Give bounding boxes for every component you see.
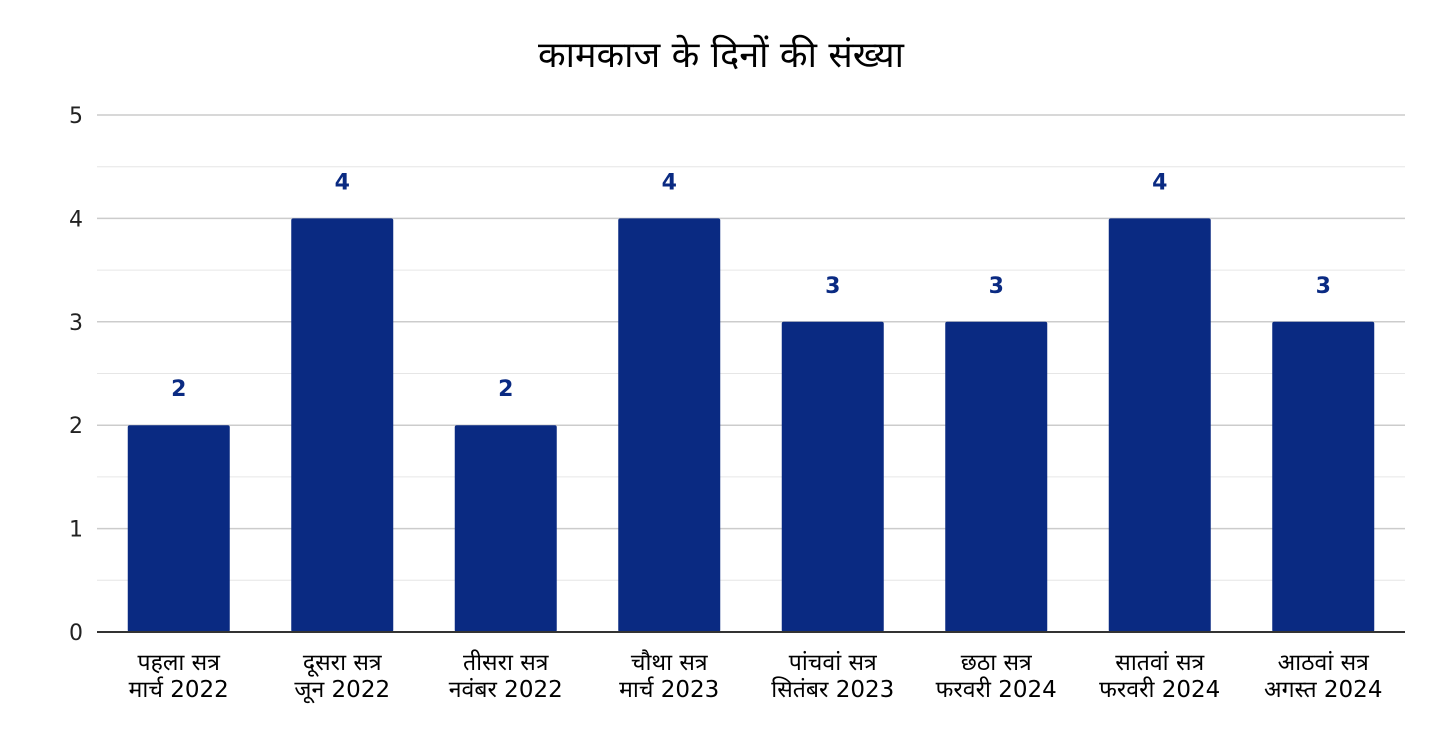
x-tick-label-line: चौथा सत्र (631, 649, 709, 676)
x-tick-label-line: सितंबर 2023 (771, 676, 894, 703)
bar (945, 321, 1048, 632)
y-tick-label: 1 (69, 518, 83, 543)
x-tick-label-line: आठवां सत्र (1278, 650, 1370, 676)
x-tick-label: सातवां सत्र फरवरी 2024 (1099, 650, 1220, 703)
bar (127, 425, 230, 632)
x-tick-label: पहला सत्र मार्च 2022 (129, 650, 229, 703)
x-tick-label-line: तीसरा सत्र (463, 649, 550, 676)
x-tick-label: छठा सत्र फरवरी 2024 (936, 650, 1057, 703)
x-tick-label-line: फरवरी 2024 (1099, 676, 1220, 703)
y-tick-label: 0 (69, 621, 83, 646)
bar (618, 218, 721, 632)
y-tick-label: 5 (69, 104, 83, 129)
x-tick-label-line: फरवरी 2024 (936, 676, 1057, 703)
bar (454, 425, 557, 632)
bar (781, 321, 884, 632)
x-tick-label-line: पांचवां सत्र (789, 650, 878, 676)
x-tick-label: दूसरा सत्र जून 2022 (294, 650, 390, 704)
data-label: 2 (171, 377, 186, 402)
x-tick-label-line: जून 2022 (294, 677, 390, 704)
data-label: 3 (989, 274, 1004, 299)
y-tick-label: 3 (69, 311, 83, 336)
data-labels: 2 4 2 4 3 3 4 3 (171, 170, 1331, 402)
x-tick-label-line: अगस्त 2024 (1264, 677, 1382, 703)
data-label: 4 (1152, 170, 1167, 195)
data-label: 3 (1316, 274, 1331, 299)
y-axis: 0 1 2 3 4 5 (69, 104, 83, 646)
x-tick-label-line: मार्च 2023 (619, 676, 719, 703)
data-label: 3 (825, 274, 840, 299)
data-label: 4 (662, 170, 677, 195)
bar (291, 218, 394, 632)
x-tick-label: तीसरा सत्र नवंबर 2022 (449, 649, 563, 703)
bar (1108, 218, 1211, 632)
y-tick-label: 4 (69, 207, 83, 232)
x-tick-label-line: दूसरा सत्र (303, 650, 383, 677)
x-tick-label-line: छठा सत्र (961, 650, 1033, 676)
data-label: 2 (498, 377, 513, 402)
x-tick-label-line: पहला सत्र (138, 650, 222, 676)
bars (127, 218, 1375, 632)
x-tick-label-line: मार्च 2022 (129, 676, 229, 703)
x-tick-label: चौथा सत्र मार्च 2023 (619, 649, 719, 703)
x-tick-label: पांचवां सत्र सितंबर 2023 (771, 650, 894, 703)
x-axis: पहला सत्र मार्च 2022 दूसरा सत्र जून 2022 तीस… (97, 631, 1405, 704)
x-tick-label: आठवां सत्र अगस्त 2024 (1264, 650, 1382, 703)
data-label: 4 (335, 170, 350, 195)
x-tick-label-line: सातवां सत्र (1115, 650, 1205, 676)
chart-title: कामकाज के दिनों की संख्या (538, 34, 905, 76)
bar (1272, 321, 1375, 632)
y-tick-label: 2 (69, 414, 83, 439)
x-tick-label-line: नवंबर 2022 (449, 677, 563, 703)
